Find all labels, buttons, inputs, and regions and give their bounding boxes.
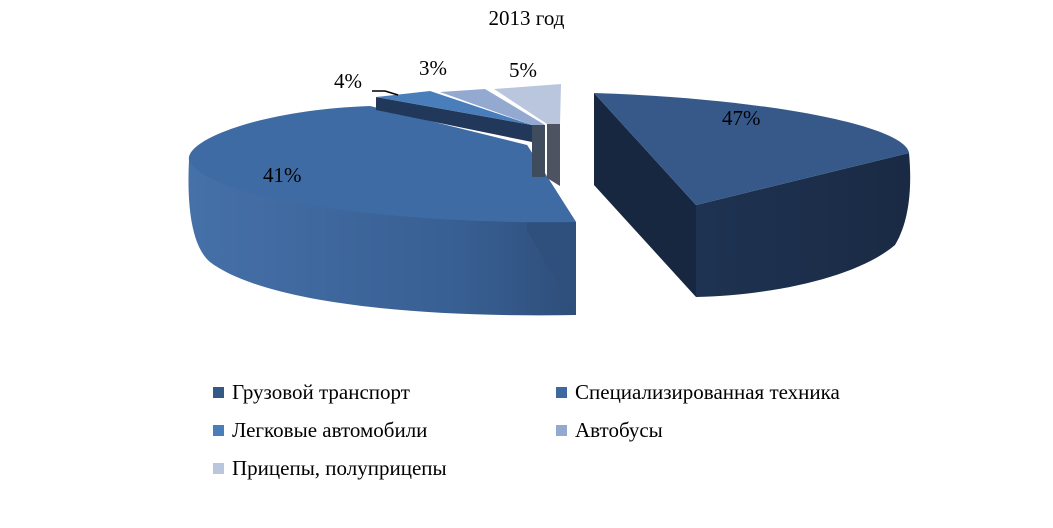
legend-label-trucks: Грузовой транспорт bbox=[232, 380, 410, 404]
slice-trucks-side bbox=[696, 153, 911, 297]
slice-trucks-top bbox=[594, 93, 909, 205]
pie-slice-cars bbox=[376, 91, 532, 142]
legend-item-trailers: Прицепы, полуприцепы bbox=[213, 456, 447, 481]
slice-trailers-top bbox=[494, 84, 561, 124]
legend-label-cars: Легковые автомобили bbox=[232, 418, 428, 442]
slice-buses-top bbox=[440, 89, 545, 125]
legend-item-cars: Легковые автомобили bbox=[213, 418, 427, 443]
legend-label-trailers: Прицепы, полуприцепы bbox=[232, 456, 447, 480]
legend-swatch-trucks bbox=[213, 387, 224, 398]
legend-label-buses: Автобусы bbox=[575, 418, 663, 442]
slice-cars-top bbox=[376, 91, 532, 125]
pie-slice-special-machinery bbox=[188, 106, 576, 316]
legend-swatch-buses bbox=[556, 425, 567, 436]
pie-slice-trucks bbox=[594, 93, 911, 297]
data-label-buses: 3% bbox=[419, 56, 447, 80]
legend-item-trucks: Грузовой транспорт bbox=[213, 380, 410, 405]
slice-buses-front bbox=[532, 125, 545, 177]
pie-slice-buses bbox=[440, 89, 545, 177]
leader-line-cars bbox=[372, 90, 399, 96]
legend-swatch-cars bbox=[213, 425, 224, 436]
data-label-trailers: 5% bbox=[509, 58, 537, 82]
data-label-trucks: 47% bbox=[722, 106, 761, 130]
chart-legend: Грузовой транспорт Специализированная те… bbox=[213, 380, 933, 494]
slice-cars-side bbox=[376, 97, 532, 142]
legend-item-buses: Автобусы bbox=[556, 418, 663, 443]
legend-item-special: Специализированная техника bbox=[556, 380, 840, 405]
pie-chart: 47% 41% 4% 3% 5% bbox=[188, 56, 911, 316]
data-label-special: 41% bbox=[263, 163, 302, 187]
legend-label-special: Специализированная техника bbox=[575, 380, 840, 404]
chart-title: 2013 год bbox=[488, 6, 565, 30]
legend-swatch-trailers bbox=[213, 463, 224, 474]
data-label-cars: 4% bbox=[334, 69, 362, 93]
slice-special-top bbox=[188, 106, 576, 223]
slice-trucks-inner bbox=[594, 93, 696, 297]
pie-slice-trailers bbox=[494, 84, 561, 186]
slice-trailers-front bbox=[547, 124, 560, 186]
legend-swatch-special bbox=[556, 387, 567, 398]
